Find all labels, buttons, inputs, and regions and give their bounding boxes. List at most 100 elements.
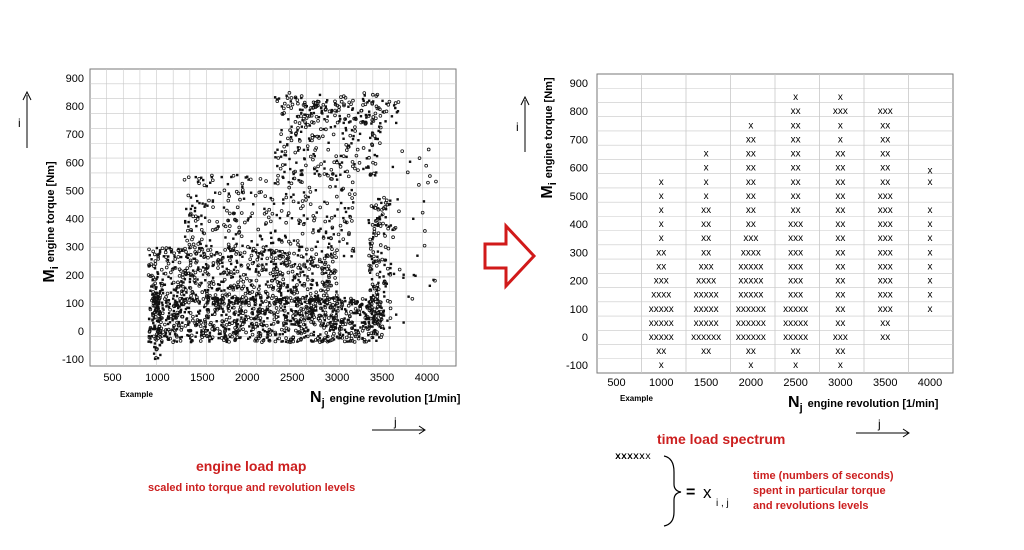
scatter-point	[195, 331, 199, 334]
scatter-point	[150, 334, 153, 338]
scatter-point	[383, 259, 387, 262]
scatter-point	[181, 284, 185, 289]
scatter-point	[282, 198, 285, 201]
scatter-point	[311, 105, 316, 110]
scatter-point	[319, 127, 323, 132]
spectrum-cell: xx	[791, 149, 801, 160]
scatter-point	[187, 225, 190, 228]
scatter-point	[365, 116, 368, 119]
scatter-point	[154, 347, 159, 352]
scatter-point	[213, 307, 217, 312]
scatter-point	[368, 113, 371, 117]
scatter-point	[250, 329, 253, 333]
spectrum-cell: x	[928, 165, 933, 176]
scatter-point	[211, 200, 215, 203]
scatter-point	[412, 217, 415, 221]
scatter-point	[355, 302, 358, 305]
scatter-point	[384, 216, 387, 219]
scatter-point	[325, 339, 330, 344]
scatter-point	[387, 272, 390, 276]
scatter-point	[150, 285, 153, 288]
scatter-point	[329, 126, 333, 129]
scatter-point	[317, 259, 322, 263]
scatter-point	[316, 283, 319, 287]
spectrum-cell: xx	[880, 177, 890, 188]
scatter-point	[286, 327, 291, 332]
scatter-point	[380, 213, 384, 217]
scatter-point	[239, 297, 242, 300]
scatter-point	[208, 338, 211, 342]
scatter-point	[378, 270, 382, 274]
scatter-point	[276, 337, 279, 341]
spectrum-cell: xxxxx	[649, 304, 674, 315]
scatter-point	[164, 301, 168, 304]
scatter-point	[171, 260, 175, 264]
scatter-point	[353, 125, 357, 129]
scatter-point	[385, 102, 388, 105]
scatter-point	[424, 163, 428, 168]
scatter-point	[267, 303, 272, 307]
scatter-point	[234, 233, 238, 236]
scatter-point	[348, 133, 353, 138]
scatter-point	[198, 246, 201, 250]
scatter-point	[173, 329, 177, 333]
scatter-point	[394, 313, 398, 316]
scatter-point	[198, 268, 203, 273]
scatter-point	[269, 260, 273, 263]
scatter-point	[420, 210, 425, 215]
scatter-point	[318, 337, 322, 340]
scatter-point	[240, 295, 245, 299]
scatter-point	[315, 211, 318, 214]
scatter-point	[187, 334, 190, 338]
scatter-point	[272, 286, 275, 289]
scatter-point	[375, 339, 378, 342]
scatter-point	[370, 122, 373, 125]
scatter-point	[317, 313, 321, 318]
scatter-point	[322, 326, 326, 330]
scatter-point	[306, 317, 310, 321]
scatter-point	[323, 281, 326, 285]
scatter-point	[228, 335, 232, 339]
scatter-point	[225, 339, 228, 343]
scatter-point	[188, 260, 193, 265]
scatter-point	[335, 120, 340, 125]
scatter-point	[258, 307, 263, 312]
scatter-point	[323, 167, 326, 170]
scatter-point	[161, 307, 164, 310]
scatter-point	[188, 280, 192, 284]
scatter-point	[289, 308, 293, 311]
scatter-point	[183, 235, 187, 238]
scatter-point	[329, 252, 333, 256]
scatter-point	[336, 208, 339, 211]
scatter-point	[266, 333, 269, 336]
scatter-point	[173, 266, 177, 269]
scatter-point	[236, 318, 239, 321]
scatter-point	[347, 331, 350, 335]
scatter-point	[352, 250, 356, 253]
scatter-point	[412, 273, 416, 277]
scatter-point	[298, 280, 302, 284]
scatter-point	[229, 262, 233, 266]
right-y-axis-subscript: i	[547, 182, 559, 185]
scatter-point	[268, 301, 271, 304]
scatter-point	[342, 94, 346, 99]
scatter-point	[307, 310, 311, 313]
scatter-point	[326, 273, 331, 278]
scatter-point	[309, 113, 314, 118]
scatter-point	[312, 265, 316, 268]
scatter-point	[303, 300, 307, 304]
scatter-point	[323, 160, 326, 163]
scatter-point	[314, 290, 318, 295]
spectrum-cell: xxxxxx	[736, 332, 766, 343]
scatter-point	[167, 327, 171, 332]
scatter-point	[310, 260, 315, 264]
scatter-point	[383, 245, 388, 249]
scatter-point	[167, 316, 170, 319]
scatter-point	[347, 313, 352, 318]
scatter-point	[241, 327, 246, 332]
scatter-point	[285, 316, 288, 319]
scatter-point	[333, 113, 337, 118]
scatter-point	[185, 207, 188, 211]
spectrum-cell: x	[704, 149, 709, 160]
scatter-point	[237, 313, 240, 317]
